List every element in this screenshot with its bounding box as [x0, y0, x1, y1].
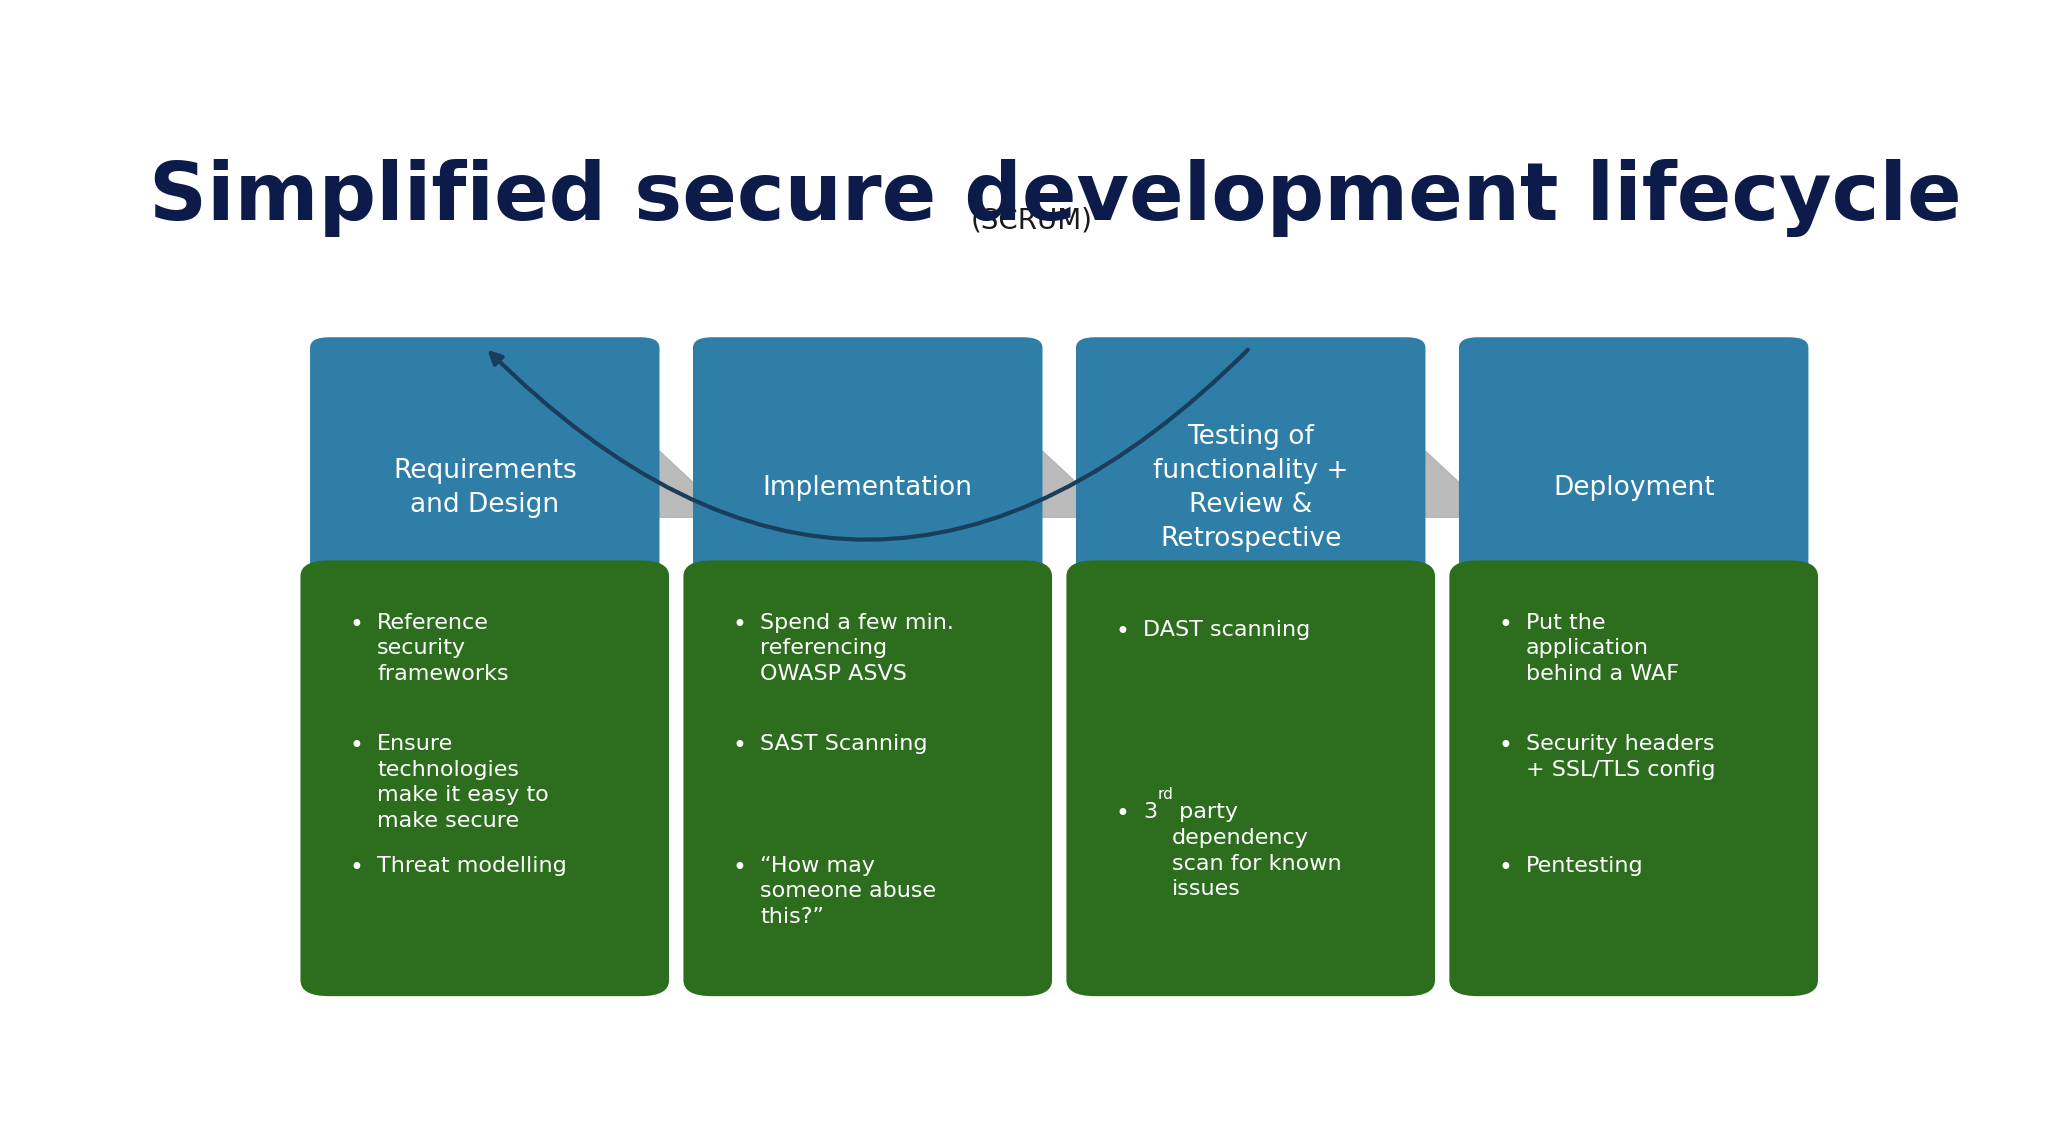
FancyBboxPatch shape [311, 338, 659, 639]
Text: •: • [1499, 735, 1513, 759]
Text: (SCRUM): (SCRUM) [970, 207, 1093, 234]
Text: Reference
security
frameworks: Reference security frameworks [377, 613, 509, 683]
Text: Ensure
technologies
make it easy to
make secure: Ensure technologies make it easy to make… [377, 735, 550, 831]
Text: •: • [733, 735, 747, 759]
Polygon shape [1030, 440, 1087, 536]
FancyBboxPatch shape [1077, 338, 1425, 639]
FancyBboxPatch shape [301, 560, 669, 996]
Text: Requirements
and Design: Requirements and Design [393, 459, 577, 518]
Text: •: • [733, 613, 747, 637]
FancyBboxPatch shape [694, 338, 1042, 639]
Text: rd: rd [1157, 786, 1174, 801]
Text: Implementation: Implementation [762, 476, 972, 501]
Text: •: • [1116, 802, 1130, 826]
Text: Security headers
+ SSL/TLS config: Security headers + SSL/TLS config [1526, 735, 1715, 780]
Text: SAST Scanning: SAST Scanning [760, 735, 927, 754]
Text: •: • [1499, 613, 1513, 637]
Text: •: • [733, 856, 747, 880]
Polygon shape [647, 440, 704, 536]
FancyBboxPatch shape [1067, 560, 1435, 996]
Text: •: • [350, 856, 364, 880]
Text: Put the
application
behind a WAF: Put the application behind a WAF [1526, 613, 1678, 683]
Text: Spend a few min.
referencing
OWASP ASVS: Spend a few min. referencing OWASP ASVS [760, 613, 953, 683]
Text: Simplified secure development lifecycle: Simplified secure development lifecycle [148, 159, 1962, 237]
Text: Testing of
functionality +
Review &
Retrospective: Testing of functionality + Review & Retr… [1153, 424, 1349, 552]
Text: Threat modelling: Threat modelling [377, 856, 566, 876]
FancyBboxPatch shape [1460, 338, 1808, 639]
Polygon shape [1412, 440, 1470, 536]
Text: DAST scanning: DAST scanning [1143, 620, 1310, 640]
Text: party
dependency
scan for known
issues: party dependency scan for known issues [1172, 802, 1340, 899]
FancyBboxPatch shape [684, 560, 1052, 996]
Text: •: • [350, 613, 364, 637]
Text: •: • [1499, 856, 1513, 880]
FancyBboxPatch shape [1450, 560, 1818, 996]
Text: •: • [350, 735, 364, 759]
Text: •: • [1116, 620, 1130, 644]
Text: “How may
someone abuse
this?”: “How may someone abuse this?” [760, 856, 937, 926]
Text: Deployment: Deployment [1552, 476, 1715, 501]
Text: Pentesting: Pentesting [1526, 856, 1643, 876]
Text: 3: 3 [1143, 802, 1157, 823]
